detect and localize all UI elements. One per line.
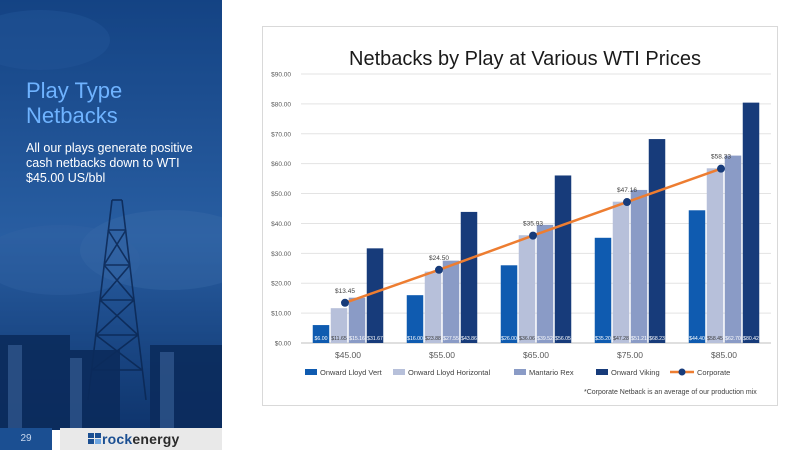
- legend-marker: [678, 368, 686, 376]
- bar-data-label: $27.55: [443, 336, 459, 342]
- legend-label: Onward Viking: [611, 368, 660, 377]
- y-tick-label: $10.00: [271, 311, 291, 318]
- bar: [500, 265, 518, 343]
- bar-data-label: $26.00: [501, 336, 517, 342]
- bar: [518, 235, 536, 343]
- legend-swatch: [596, 369, 608, 375]
- bar: [442, 260, 460, 343]
- chart-container: Netbacks by Play at Various WTI Prices $…: [262, 26, 778, 406]
- corporate-point: [341, 298, 349, 307]
- bar-data-label: $16.00: [407, 336, 423, 342]
- corporate-data-label: $35.93: [523, 221, 543, 228]
- bar: [724, 155, 742, 343]
- legend: Onward Lloyd Vert Onward Lloyd Horizontal…: [305, 368, 730, 377]
- bar: [594, 237, 612, 343]
- bar: [688, 210, 706, 343]
- logo-mark-icon: [88, 433, 101, 444]
- bar-data-label: $51.21: [631, 336, 647, 342]
- x-tick-label: $45.00: [335, 350, 361, 360]
- bar: [460, 211, 478, 343]
- y-tick-label: $50.00: [271, 191, 291, 198]
- page-number: 29: [0, 428, 52, 450]
- bar: [330, 308, 348, 343]
- bar-data-label: $36.06: [519, 336, 535, 342]
- y-tick-label: $20.00: [271, 281, 291, 288]
- bar: [554, 175, 572, 343]
- corporate-point: [529, 231, 537, 240]
- bar-data-label: $58.45: [707, 336, 723, 342]
- slide-title: Play Type Netbacks: [26, 78, 123, 128]
- bar-data-label: $62.70: [725, 336, 741, 342]
- bar: [366, 248, 384, 343]
- bar-data-label: $15.16: [349, 336, 365, 342]
- y-tick-label: $40.00: [271, 221, 291, 228]
- bar: [612, 201, 630, 343]
- corporate-point: [623, 198, 631, 207]
- x-tick-label: $65.00: [523, 350, 549, 360]
- bar: [706, 168, 724, 343]
- legend-label: Onward Lloyd Vert: [320, 368, 383, 377]
- footnote: *Corporate Netback is an average of our …: [584, 389, 757, 396]
- y-tick-label: $70.00: [271, 131, 291, 138]
- logo-text-energy: energy: [132, 431, 180, 447]
- x-axis-ticks: $45.00 $55.00 $65.00 $75.00 $85.00: [335, 350, 737, 360]
- netbacks-chart: Netbacks by Play at Various WTI Prices $…: [271, 48, 771, 377]
- y-tick-label: $60.00: [271, 161, 291, 168]
- bar-data-label: $44.40: [689, 336, 705, 342]
- corporate-data-label: $58.33: [711, 154, 731, 161]
- y-tick-label: $90.00: [271, 72, 291, 79]
- legend-swatch: [393, 369, 405, 375]
- bar: [648, 139, 666, 343]
- corporate-point: [717, 164, 725, 173]
- corporate-data-label: $47.16: [617, 187, 637, 194]
- legend-label: Onward Lloyd Horizontal: [408, 368, 490, 377]
- y-axis-ticks: $0.00 $10.00 $20.00 $30.00 $40.00 $50.00 $60.0…: [271, 72, 291, 348]
- y-tick-label: $80.00: [271, 101, 291, 108]
- oilfield-background-image: [0, 0, 222, 430]
- bar-data-label: $11.65: [331, 336, 347, 342]
- bar: [348, 297, 366, 343]
- bar-data-label: $23.88: [425, 336, 441, 342]
- bar-data-label: $6.00: [315, 336, 328, 342]
- corporate-data-label: $13.45: [335, 288, 355, 295]
- legend-label: Corporate: [697, 368, 730, 377]
- legend-swatch: [514, 369, 526, 375]
- bar: [742, 102, 760, 344]
- bar-data-label: $39.52: [537, 336, 553, 342]
- bar: [406, 295, 424, 343]
- slide-subtitle: All our plays generate positive cash net…: [26, 141, 193, 185]
- bar-data-label: $80.42: [743, 336, 759, 342]
- logo-text-rock: rock: [102, 431, 133, 447]
- y-tick-label: $0.00: [275, 341, 292, 348]
- bar-data-label: $68.23: [649, 336, 665, 342]
- corporate-line: $13.45 $24.50 $35.93 $47.16 $58.33: [335, 154, 731, 307]
- bar-data-label: $43.86: [461, 336, 477, 342]
- legend-label: Mantario Rex: [529, 368, 574, 377]
- y-tick-label: $30.00: [271, 251, 291, 258]
- corporate-point: [435, 265, 443, 274]
- corporate-data-label: $24.50: [429, 255, 449, 262]
- x-tick-label: $55.00: [429, 350, 455, 360]
- company-logo: rockenergy: [102, 430, 180, 448]
- bar-data-label: $35.20: [595, 336, 611, 342]
- legend-swatch: [305, 369, 317, 375]
- bar: [536, 224, 554, 343]
- bar: [424, 271, 442, 343]
- bar-data-label: $56.05: [555, 336, 571, 342]
- bar: [630, 189, 648, 343]
- chart-title: Netbacks by Play at Various WTI Prices: [349, 48, 701, 70]
- left-panel: [0, 0, 222, 430]
- x-tick-label: $75.00: [617, 350, 643, 360]
- bar-data-label: $31.67: [367, 336, 383, 342]
- bar: [312, 325, 330, 343]
- bar-data-label: $47.28: [613, 336, 629, 342]
- bars: $6.00 $16.00 $26.00 $35.20 $44.40 $11.65 $23.8…: [312, 102, 760, 344]
- x-tick-label: $85.00: [711, 350, 737, 360]
